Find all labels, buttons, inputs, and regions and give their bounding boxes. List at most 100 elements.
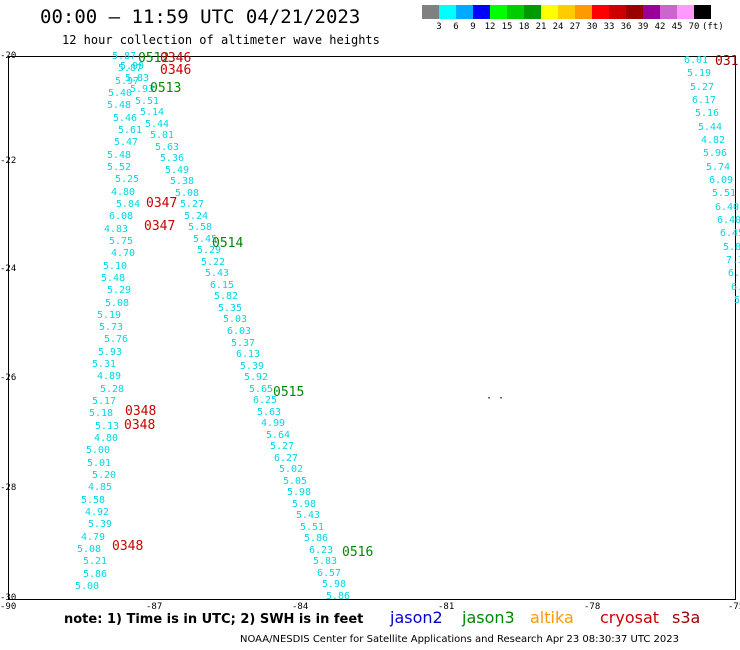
- pass-time-label: 0347: [144, 219, 176, 234]
- wave-height-label: 5.76: [104, 334, 129, 345]
- wave-height-label: 5.48: [107, 150, 132, 161]
- wave-height-label: 5.93: [130, 84, 155, 95]
- pass-time-label: 0346: [160, 63, 192, 78]
- pass-time-label: 0346: [160, 51, 192, 66]
- legend-swatch: [677, 5, 694, 19]
- wave-height-label: 5.00: [75, 581, 100, 592]
- wave-height-label: 7.3: [726, 255, 740, 266]
- legend-label: 36: [620, 22, 632, 32]
- legend-label: 15: [501, 22, 513, 32]
- wave-height-label: 5.86: [326, 591, 351, 602]
- wave-height-label: 5.75: [109, 236, 134, 247]
- wave-height-label: 5.27: [690, 82, 715, 93]
- wave-height-label: 4.82: [701, 135, 726, 146]
- wave-height-label: 5.46: [113, 113, 138, 124]
- wave-height-label: 6.17: [692, 95, 717, 106]
- wave-height-label: 5.44: [145, 119, 170, 130]
- lon-tick-label: -87: [146, 602, 163, 612]
- units-note: note: 1) Time is in UTC; 2) SWH is in fe…: [64, 612, 364, 627]
- legend-label: 12: [484, 22, 496, 32]
- wave-height-label: 5.58: [81, 495, 106, 506]
- map-plot-frame: [8, 56, 736, 600]
- wave-height-label: 5.17: [92, 396, 117, 407]
- wave-height-label: 4.80: [111, 187, 136, 198]
- wave-height-label: 5.73: [99, 322, 124, 333]
- legend-label: 39: [637, 22, 649, 32]
- wave-height-label: 5.31: [92, 359, 117, 370]
- wave-height-label: 5.19: [97, 310, 122, 321]
- legend-label: 70: [688, 22, 700, 32]
- wave-height-label: 5.45: [193, 234, 218, 245]
- wave-height-label: 5.16: [695, 108, 720, 119]
- wave-height-label: 5.02: [279, 464, 304, 475]
- wave-height-label: 5.63: [257, 407, 282, 418]
- legend-label: 45: [671, 22, 683, 32]
- wave-height-label: 5.98: [292, 499, 317, 510]
- satellite-name: jason3: [462, 608, 515, 627]
- pass-time-label: 0348: [112, 539, 144, 554]
- wave-height-label: 5.87: [112, 51, 137, 62]
- lat-tick-label: -30: [0, 593, 17, 603]
- satellite-name: jason2: [390, 608, 443, 627]
- legend-swatch: [660, 5, 677, 19]
- wave-height-label: 5.05: [283, 476, 308, 487]
- wave-height-label: 5.93: [98, 347, 123, 358]
- wave-height-label: 5.03: [223, 314, 248, 325]
- wave-height-label: 5.40: [108, 88, 133, 99]
- lat-tick-label: -20: [0, 51, 17, 61]
- wave-height-label: 6.08: [109, 211, 134, 222]
- wave-height-label: 5.35: [218, 303, 243, 314]
- wave-height-label: 5.43: [296, 510, 321, 521]
- wave-height-label: 5.: [734, 295, 740, 306]
- wave-height-label: 5.10: [103, 261, 128, 272]
- wave-height-label: 5.83: [125, 73, 150, 84]
- wave-height-label: 6.: [731, 282, 740, 293]
- lon-tick-label: -90: [0, 602, 17, 612]
- legend-swatch: [626, 5, 643, 19]
- pass-time-label: 0512: [138, 51, 170, 66]
- wave-height-label: 5.22: [201, 257, 226, 268]
- pass-time-label: 0515: [273, 385, 305, 400]
- wave-height-label: 6.01: [684, 55, 709, 66]
- wave-height-label: 5.01: [87, 458, 112, 469]
- legend-swatch: [439, 5, 456, 19]
- wave-height-label: 5.96: [703, 148, 728, 159]
- legend-swatch: [422, 5, 439, 19]
- wave-height-label: 5.74: [706, 162, 731, 173]
- wave-height-label: 5.43: [205, 268, 230, 279]
- wave-height-label: 5.58: [188, 222, 213, 233]
- wave-height-label: 5.27: [180, 199, 205, 210]
- wave-height-label: 5.98: [287, 487, 312, 498]
- legend-swatch: [694, 5, 711, 19]
- wave-height-label: 5.48: [101, 273, 126, 284]
- legend-label: 24: [552, 22, 564, 32]
- wave-height-label: 4.83: [104, 224, 129, 235]
- wave-height-label: 5.14: [140, 107, 165, 118]
- wave-height-label: 4.70: [111, 248, 136, 259]
- wave-height-label: 5.01: [150, 130, 175, 141]
- legend-label: 30: [586, 22, 598, 32]
- legend-swatch: [507, 5, 524, 19]
- wave-height-label: 6.45: [720, 228, 740, 239]
- wave-height-label: 5.52: [107, 162, 132, 173]
- legend-swatch: [473, 5, 490, 19]
- pass-time-label: 0348: [125, 404, 157, 419]
- wave-height-label: 5.92: [244, 372, 269, 383]
- page-subtitle: 12 hour collection of altimeter wave hei…: [62, 33, 380, 47]
- wave-height-label: 5.47: [114, 137, 139, 148]
- legend-swatch: [575, 5, 592, 19]
- legend-label: 18: [518, 22, 530, 32]
- wave-height-label: 6.13: [236, 349, 261, 360]
- wave-height-label: 5.25: [115, 174, 140, 185]
- wave-height-label: 5.99: [120, 61, 145, 72]
- legend-swatch: [558, 5, 575, 19]
- satellite-name: s3a: [672, 608, 701, 627]
- wave-height-label: 5.39: [88, 519, 113, 530]
- wave-height-label: 5.83: [313, 556, 338, 567]
- wave-height-label: 4.92: [85, 507, 110, 518]
- wave-height-label: 5.18: [89, 408, 114, 419]
- wave-height-label: 5.08: [105, 298, 130, 309]
- lon-tick-label: -84: [292, 602, 309, 612]
- wave-height-label: 5.49: [165, 165, 190, 176]
